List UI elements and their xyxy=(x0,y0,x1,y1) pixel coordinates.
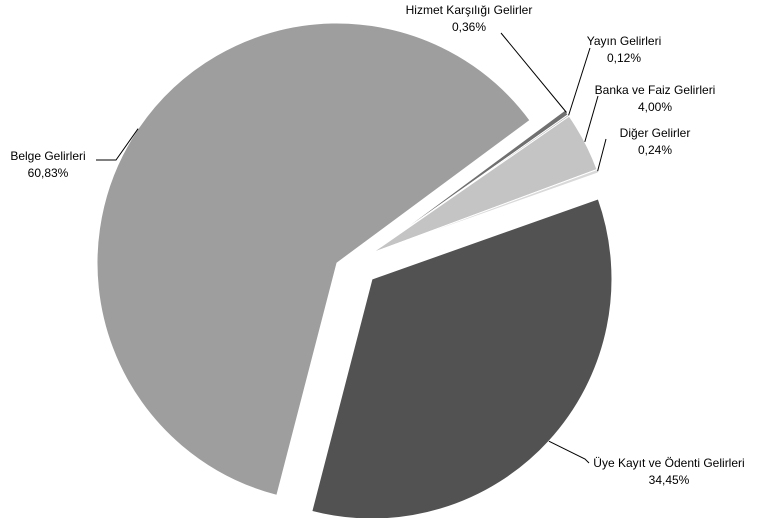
slice-label: Üye Kayıt ve Ödenti Gelirleri xyxy=(593,456,744,470)
leader-line xyxy=(96,128,139,161)
slice-label: Diğer Gelirler xyxy=(620,126,691,140)
slice-value-label: 0,12% xyxy=(607,51,641,65)
leader-line xyxy=(500,32,567,113)
slice-label: Yayın Gelirleri xyxy=(587,34,661,48)
pie-slices xyxy=(96,22,613,518)
slice-labels: Üye Kayıt ve Ödenti Gelirleri 34,45% Belge… xyxy=(10,3,744,487)
leader-line xyxy=(568,47,591,116)
slice-value-label: 0,24% xyxy=(638,143,672,157)
leader-line xyxy=(548,440,590,464)
leader-line xyxy=(584,95,599,143)
pie-slice xyxy=(311,198,613,518)
slice-value-label: 34,45% xyxy=(649,473,690,487)
slice-label: Belge Gelirleri xyxy=(10,149,85,163)
leader-line xyxy=(597,138,607,172)
slice-value-label: 0,36% xyxy=(452,20,486,34)
slice-value-label: 60,83% xyxy=(28,166,69,180)
slice-label: Hizmet Karşılığı Gelirler xyxy=(406,3,533,17)
slice-label: Banka ve Faiz Gelirleri xyxy=(595,83,716,97)
leader-lines xyxy=(96,32,607,464)
slice-value-label: 4,00% xyxy=(638,100,672,114)
